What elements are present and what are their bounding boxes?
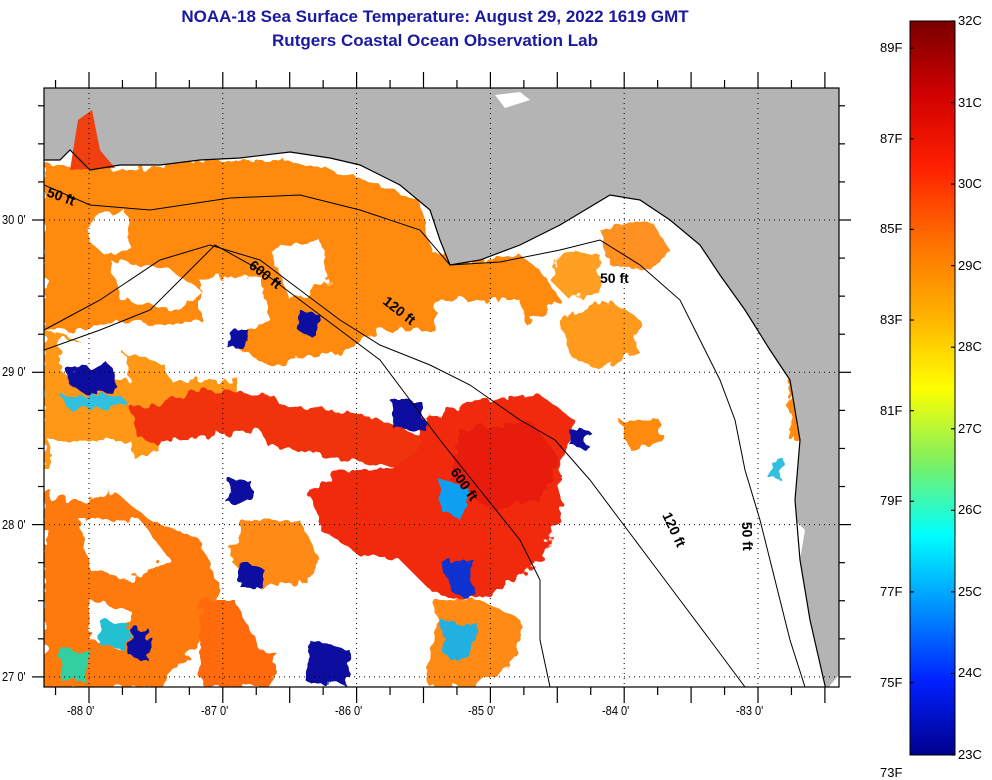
colorbar	[909, 20, 956, 756]
lake	[495, 92, 530, 108]
celsius-label: 26C	[958, 502, 982, 518]
fahrenheit-label: 89F	[880, 40, 903, 56]
celsius-label: 27C	[958, 420, 982, 436]
celsius-label: 29C	[958, 257, 982, 273]
contour-600ft	[44, 244, 551, 687]
contour-label: 50 ft	[600, 270, 629, 286]
fahrenheit-label: 73F	[880, 765, 903, 780]
longitude-label: -87 0'	[200, 703, 229, 718]
celsius-label: 30C	[958, 176, 982, 192]
map-title: NOAA-18 Sea Surface Temperature: August …	[181, 7, 689, 26]
contour-120ft	[44, 244, 746, 687]
bay	[788, 515, 805, 560]
fahrenheit-label: 75F	[880, 674, 903, 690]
coastline	[44, 149, 826, 687]
longitude-label: -88 0'	[67, 703, 95, 718]
land	[44, 88, 839, 687]
celsius-label: 28C	[958, 339, 982, 355]
sst-patch	[560, 300, 640, 370]
sst-patch	[70, 110, 115, 170]
celsius-label: 25C	[958, 583, 982, 599]
cold-fringes	[60, 310, 785, 685]
latitude-label: 30 0'	[2, 212, 26, 227]
latitude-label: 29 0'	[2, 364, 26, 380]
longitude-label: -86 0'	[334, 703, 362, 718]
sst-patch	[600, 220, 670, 270]
longitude-label: -83 0'	[736, 703, 764, 718]
longitude-label: -84 0'	[602, 703, 630, 718]
map-subtitle: Rutgers Coastal Ocean Observation Lab	[272, 31, 598, 50]
sst-patch	[550, 250, 600, 300]
contour-label: 50 ft	[739, 522, 756, 552]
fahrenheit-label: 77F	[880, 583, 903, 599]
fahrenheit-label: 83F	[880, 312, 903, 328]
axis-ticks	[32, 72, 851, 703]
fahrenheit-label: 79F	[880, 493, 903, 509]
map-frame	[43, 87, 840, 688]
longitude-label: -85 0'	[468, 703, 496, 718]
fahrenheit-label: 81F	[880, 402, 903, 418]
celsius-label: 24C	[958, 665, 982, 681]
celsius-label: 31C	[958, 94, 982, 110]
fahrenheit-label: 85F	[880, 221, 903, 237]
sst-patch	[130, 390, 430, 470]
latitude-label: 27 0'	[2, 668, 26, 684]
latitude-label: 28 0'	[2, 516, 26, 532]
sst-patch	[620, 420, 660, 450]
contour-50ft	[44, 184, 806, 687]
celsius-label: 32C	[958, 13, 982, 28]
colorbar-ticks	[910, 20, 955, 756]
fahrenheit-label: 87F	[880, 130, 903, 146]
celsius-label: 23C	[958, 747, 982, 762]
